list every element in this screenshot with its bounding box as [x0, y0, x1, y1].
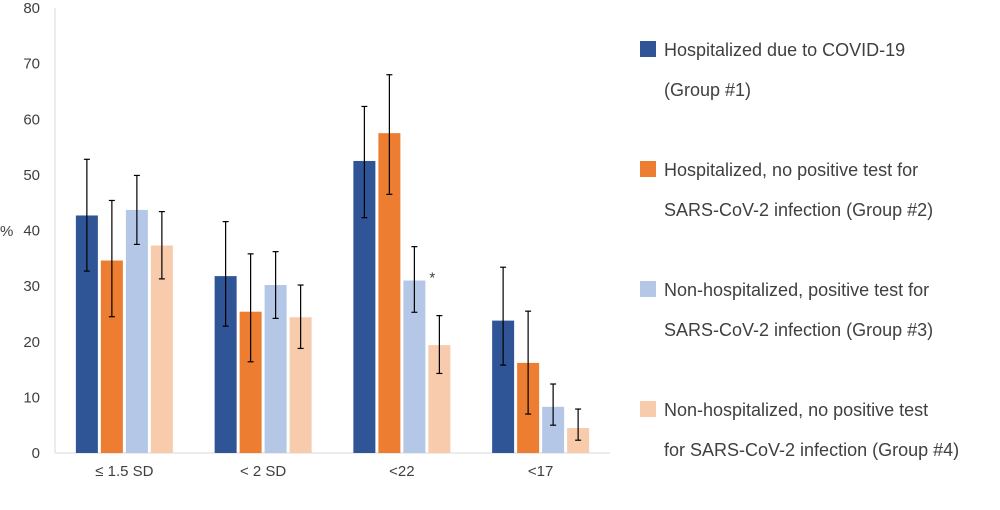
bar-group-1-cat-2: [214, 276, 237, 453]
bar-group-3-cat-4: [542, 406, 565, 453]
legend-label-group-4: Non-hospitalized, no positive test for S…: [664, 390, 1000, 470]
x-category-label: <22: [389, 463, 414, 480]
legend-swatch-group-1: [640, 41, 656, 57]
legend-label-group-3-line-2: SARS-CoV-2 infection (Group #3): [664, 320, 934, 340]
chart-legend: Hospitalized due to COVID-19 (Group #1) …: [640, 30, 1000, 510]
bar-chart: % 0 10 20 30 40 50 60 70 80 ≤ 1.5 SD < 2 SD <22 <17 *: [0, 0, 610, 480]
legend-label-group-2-line-2: SARS-CoV-2 infection (Group #2): [664, 200, 934, 220]
bar-group-3-cat-1: [125, 209, 148, 453]
legend-swatch-group-2: [640, 161, 656, 177]
y-tick-label: 20: [23, 334, 40, 351]
y-tick-label: 70: [23, 56, 40, 73]
legend-item-group-1: Hospitalized due to COVID-19 (Group #1): [640, 30, 1000, 150]
legend-swatch-group-3: [640, 281, 656, 297]
bar-group-4-cat-1: [150, 245, 173, 453]
bar-group-2-cat-2: [239, 311, 262, 453]
legend-item-group-4: Non-hospitalized, no positive test for S…: [640, 390, 1000, 510]
y-tick-label: 10: [23, 389, 40, 406]
x-category-label: < 2 SD: [240, 463, 286, 480]
x-category-label: ≤ 1.5 SD: [95, 463, 153, 480]
legend-swatch-group-4: [640, 401, 656, 417]
y-axis-label: %: [0, 223, 13, 240]
legend-label-group-3-line-1: Non-hospitalized, positive test for: [664, 280, 930, 300]
x-category-label: <17: [528, 463, 553, 480]
bar-group-4-cat-3: [428, 345, 451, 453]
legend-label-group-4-line-1: Non-hospitalized, no positive test: [664, 400, 929, 420]
bar-group-1-cat-3: [353, 160, 376, 453]
legend-label-group-4-line-2: for SARS-CoV-2 infection (Group #4): [664, 440, 960, 460]
y-tick-label: 0: [32, 445, 40, 462]
significance-annotation: *: [429, 270, 435, 287]
legend-item-group-3: Non-hospitalized, positive test for SARS…: [640, 270, 1000, 390]
y-tick-label: 80: [23, 0, 40, 17]
y-tick-label: 30: [23, 278, 40, 295]
y-tick-label: 60: [23, 111, 40, 128]
bar-group-1-cat-1: [75, 215, 98, 453]
legend-label-group-1: Hospitalized due to COVID-19 (Group #1): [664, 30, 1000, 110]
legend-label-group-3: Non-hospitalized, positive test for SARS…: [664, 270, 1000, 350]
legend-item-group-2: Hospitalized, no positive test for SARS-…: [640, 150, 1000, 270]
bar-group-3-cat-3: [403, 280, 426, 453]
y-tick-label: 40: [23, 223, 40, 240]
legend-label-group-1-line-2: (Group #1): [664, 80, 752, 100]
bar-group-4-cat-2: [289, 317, 312, 453]
bar-group-2-cat-3: [378, 133, 401, 453]
y-tick-label: 50: [23, 167, 40, 184]
bar-group-1-cat-4: [492, 320, 515, 453]
bar-group-3-cat-2: [264, 285, 287, 453]
bar-group-2-cat-1: [100, 260, 123, 453]
legend-label-group-1-line-1: Hospitalized due to COVID-19: [664, 40, 906, 60]
legend-label-group-2-line-1: Hospitalized, no positive test for: [664, 160, 919, 180]
legend-label-group-2: Hospitalized, no positive test for SARS-…: [664, 150, 1000, 230]
